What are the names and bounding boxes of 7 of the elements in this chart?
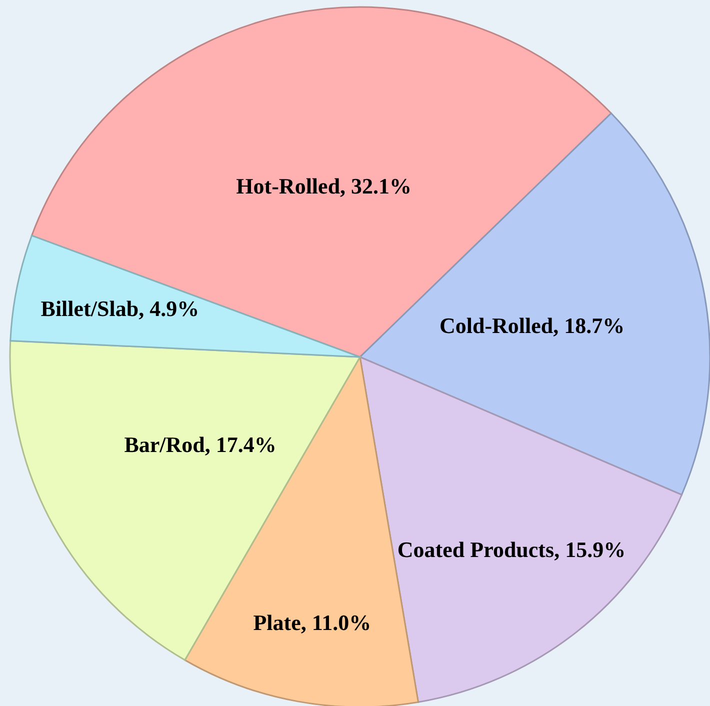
slice-label: Plate, 11.0% bbox=[253, 610, 372, 635]
slice-label: Billet/Slab, 4.9% bbox=[40, 296, 200, 321]
slice-label: Bar/Rod, 17.4% bbox=[124, 432, 276, 457]
pie-slice bbox=[10, 234, 361, 358]
slice-label: Coated Products, 15.9% bbox=[397, 537, 626, 562]
slice-label: Hot-Rolled, 32.1% bbox=[236, 173, 412, 198]
slice-label: Cold-Rolled, 18.7% bbox=[439, 312, 625, 338]
